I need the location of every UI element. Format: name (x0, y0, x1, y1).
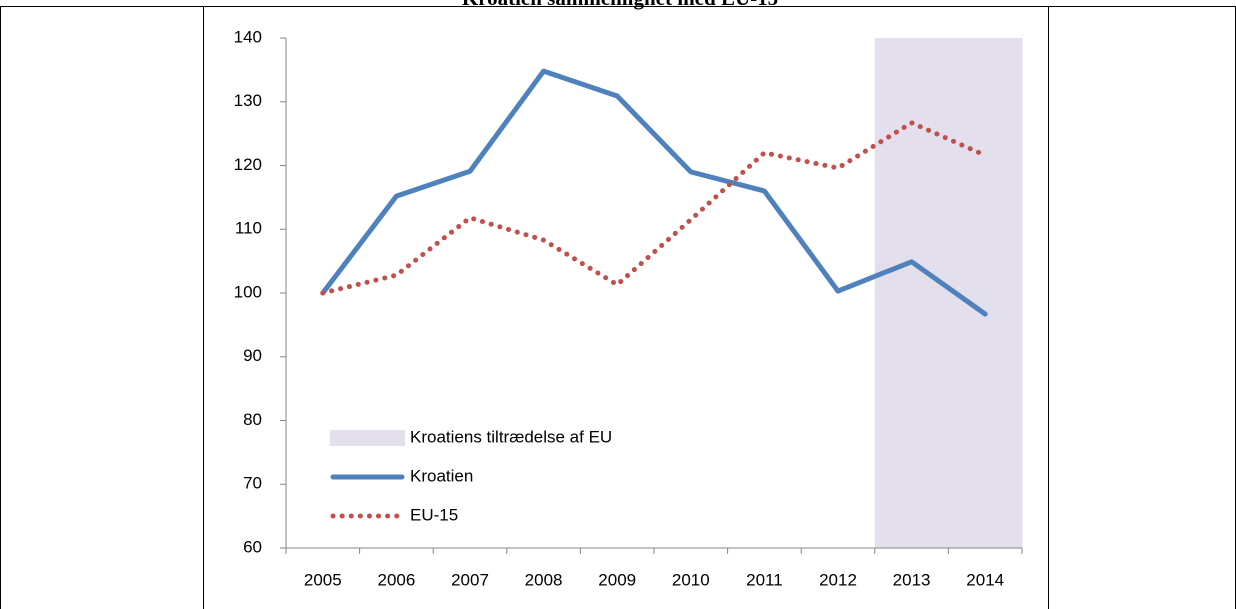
line-series (320, 119, 988, 296)
y-tick-label: 130 (234, 91, 262, 110)
legend-label: EU-15 (410, 505, 458, 524)
line-series (320, 68, 988, 317)
shaded-bar (874, 38, 949, 548)
y-tick-label: 120 (234, 155, 262, 174)
shaded-bar (948, 38, 1023, 548)
y-tick-label: 60 (243, 537, 262, 556)
chart-title: Kroatien sammenlignet med EU-15 (462, 0, 778, 10)
legend-swatch (330, 430, 405, 446)
y-tick-label: 140 (234, 27, 262, 46)
x-tick-label: 2005 (304, 570, 342, 589)
legend-label: Kroatien (410, 466, 473, 485)
x-tick-label: 2009 (598, 570, 636, 589)
x-tick-label: 2012 (819, 570, 857, 589)
y-tick-label: 90 (243, 346, 262, 365)
x-tick-label: 2007 (451, 570, 489, 589)
x-tick-label: 2014 (966, 570, 1004, 589)
x-tick-label: 2010 (672, 570, 710, 589)
y-tick-label: 100 (234, 282, 262, 301)
x-tick-label: 2011 (746, 570, 783, 589)
y-tick-label: 110 (235, 219, 262, 238)
legend-label: Kroatiens tiltrædelse af EU (410, 427, 612, 446)
x-tick-label: 2006 (377, 570, 415, 589)
x-tick-label: 2008 (525, 570, 563, 589)
y-tick-label: 80 (243, 410, 262, 429)
y-tick-label: 70 (243, 474, 262, 493)
x-tick-label: 2013 (893, 570, 931, 589)
